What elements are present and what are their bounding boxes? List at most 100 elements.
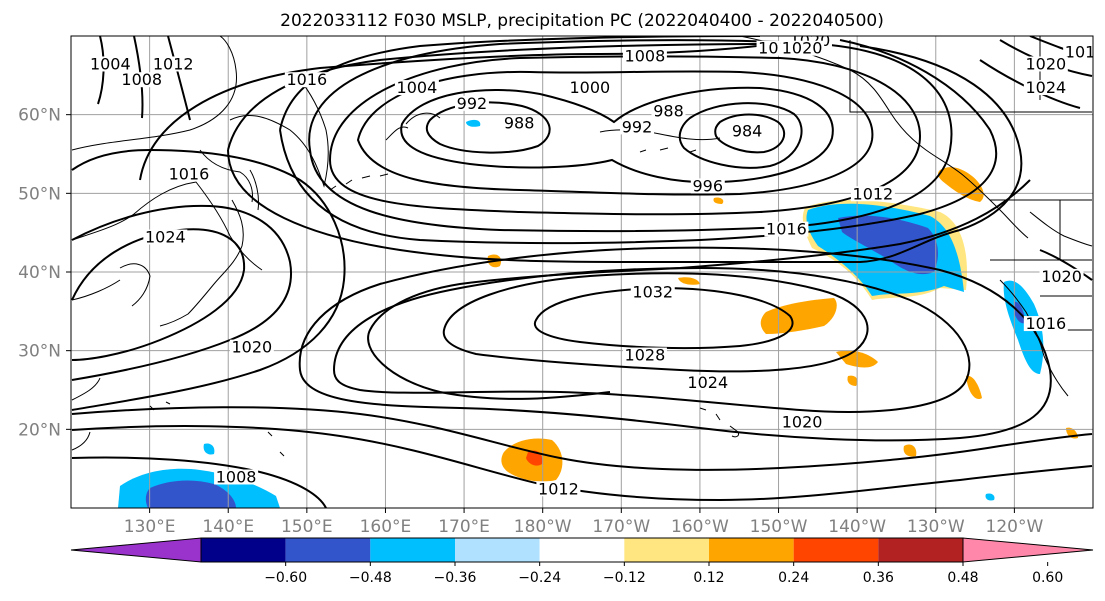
precip-strong-positive-dateline — [526, 450, 543, 466]
figure-title: 2022033112 F030 MSLP, precipitation PC (… — [280, 11, 884, 31]
isobar-label-bg — [567, 80, 612, 96]
isobar-1000 — [328, 55, 922, 216]
isobar-label: 1008 — [625, 47, 666, 66]
isobar-label-bg — [622, 48, 667, 64]
isobar-label: 1032 — [632, 283, 673, 302]
isobar-1032 — [533, 286, 794, 350]
colorbar-tick-label: 0.36 — [863, 570, 894, 586]
isobar-label: 992 — [622, 117, 653, 136]
isobar-label-bg — [454, 95, 489, 111]
isobar-label: 992 — [457, 94, 488, 113]
precip-shading — [118, 119, 1078, 508]
isobar-label-bg — [536, 481, 581, 497]
lon-tick-label: 160°W — [671, 517, 729, 537]
colorbar-segment — [455, 538, 540, 562]
isobar-label: 1020 — [231, 338, 272, 357]
lon-tick-label: 180°W — [514, 517, 572, 537]
colorbar-segment — [878, 538, 963, 562]
colorbar-segment — [709, 538, 794, 562]
colorbar — [70, 537, 1094, 563]
colorbar-segment — [285, 538, 371, 562]
isobar-label-bg — [143, 229, 188, 245]
isobar-nw-1004 — [97, 36, 105, 105]
colorbar-tick-label: 0.48 — [947, 570, 978, 586]
isobar-label-bg — [685, 375, 730, 391]
precip-positive-small-3 — [966, 375, 982, 400]
isobar-label: 1004 — [397, 78, 438, 97]
isobar-label: 1016 — [1025, 314, 1066, 333]
isobar-1024-west — [71, 228, 246, 361]
precip-negative-small-3 — [466, 119, 481, 127]
colorbar-extend-min — [70, 537, 202, 563]
isobar-1020-west — [71, 204, 292, 381]
hawaii-islands — [699, 407, 739, 438]
isobar-1012-south — [71, 425, 1093, 502]
lat-tick-label: 50°N — [18, 184, 61, 204]
colorbar-tick-label: −0.48 — [349, 570, 392, 586]
isobar-label-bg — [630, 284, 675, 300]
isobar-label-bg — [502, 115, 537, 131]
lon-tick-label: 160°E — [360, 517, 412, 537]
isobar-1028 — [442, 272, 869, 373]
isobar-label-bg — [622, 347, 667, 363]
precip-positive-central-pacific — [760, 298, 837, 334]
lon-tick-label: 140°W — [828, 517, 886, 537]
japan-coast — [119, 169, 259, 327]
isobar-label: 1008 — [216, 467, 257, 486]
longitude-labels: 130°E 140°E 150°E 160°E 170°E 180°W 170°W 160°W… — [124, 508, 1044, 537]
isobar-label: 1028 — [625, 346, 666, 365]
precip-negative-small-2 — [985, 493, 995, 501]
precip-positive-small-2 — [847, 375, 858, 386]
colorbar-tick-label: 0.24 — [778, 570, 809, 586]
lat-tick-label: 40°N — [18, 263, 61, 283]
isobar-label: 1024 — [687, 373, 728, 392]
isobar-label-bg — [166, 166, 211, 182]
precip-negative-small-1 — [203, 443, 215, 455]
lon-tick-label: 170°W — [592, 517, 650, 537]
isobar-996 — [356, 70, 874, 196]
lat-tick-label: 30°N — [18, 342, 61, 362]
lon-tick-label: 130°W — [907, 517, 965, 537]
colorbar-tick-label: 0.60 — [1032, 570, 1063, 586]
lon-tick-label: 130°E — [124, 517, 176, 537]
kamchatka-coast — [229, 79, 329, 188]
graticule — [71, 36, 1093, 508]
isobar-label: 1024 — [145, 228, 186, 247]
colorbar-outline — [200, 537, 964, 563]
isobar-label-bg — [690, 178, 725, 194]
isobar-label: 988 — [653, 102, 684, 121]
isobar-label-bg — [850, 186, 895, 202]
precip-strong-negative-area — [838, 215, 938, 275]
colorbar-segment — [539, 538, 625, 562]
isobar-label-bg — [284, 72, 329, 88]
isobar-label-bg — [1063, 44, 1093, 60]
isobar-label: 1020 — [1041, 267, 1082, 286]
isobar-label: 1012 — [538, 479, 579, 498]
isobar-1008-south — [71, 456, 327, 508]
isobar-label: 1020 — [1025, 54, 1066, 73]
isobar-label-bg — [1039, 268, 1084, 284]
isobar-label-bg — [1023, 316, 1068, 332]
isobar-label: 1008 — [121, 70, 162, 89]
colorbar-segment — [370, 538, 455, 562]
isobar-label: 988 — [504, 113, 535, 132]
isobar-label: 1016 — [1065, 43, 1105, 62]
isobar-1012 — [227, 43, 1023, 264]
isobar-label: 1024 — [1025, 78, 1066, 97]
isobar-label: 1012 — [153, 54, 194, 73]
colorbar-segment — [793, 538, 879, 562]
isobar-label: 1000 — [570, 78, 611, 97]
colorbar-tick-label: 0.12 — [693, 570, 724, 586]
isobar-label: 996 — [693, 176, 724, 195]
precip-positive-small-7 — [678, 277, 700, 285]
isobar-988-east — [678, 102, 803, 169]
precip-positive-small-8 — [713, 197, 724, 204]
isobar-label: 1020 — [782, 412, 823, 431]
lon-tick-label: 120°W — [986, 517, 1044, 537]
colorbar-tick-label: −0.36 — [434, 570, 477, 586]
colorbar-extend-max — [962, 537, 1094, 563]
isobar-label: 1020 — [782, 39, 823, 58]
isobar-label-bg — [764, 221, 809, 237]
isobar-label-bg — [780, 40, 825, 56]
